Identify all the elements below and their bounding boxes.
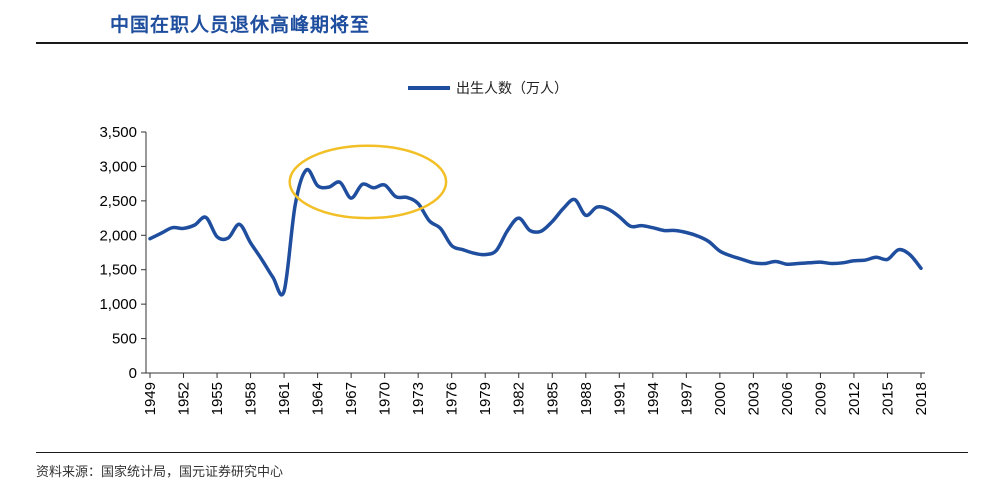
page-title: 中国在职人员退休高峰期将至 xyxy=(110,14,371,36)
y-tick-label: 3,000 xyxy=(99,158,137,175)
x-tick-label: 2009 xyxy=(812,382,829,415)
x-tick-label: 1949 xyxy=(142,382,159,415)
x-tick-label: 1970 xyxy=(377,382,394,415)
x-tick-label: 1997 xyxy=(678,382,695,415)
x-tick-label: 1964 xyxy=(310,382,327,415)
source-note: 资料来源：国家统计局，国元证券研究中心 xyxy=(36,465,284,480)
bottom-divider xyxy=(36,452,968,453)
x-tick-label: 1955 xyxy=(209,382,226,415)
x-tick-label: 1967 xyxy=(343,382,360,415)
x-tick-label: 1976 xyxy=(444,382,461,415)
x-tick-label: 2006 xyxy=(779,382,796,415)
x-tick-label: 2012 xyxy=(846,382,863,415)
x-tick-label: 2015 xyxy=(879,382,896,415)
y-tick-label: 3,500 xyxy=(99,124,137,141)
x-tick-label: 2018 xyxy=(913,382,930,415)
highlight-ellipse xyxy=(288,144,448,220)
x-tick-label: 2000 xyxy=(712,382,729,415)
x-tick-label: 1985 xyxy=(544,382,561,415)
legend: 出生人数（万人） xyxy=(408,81,568,97)
x-tick-label: 2003 xyxy=(745,382,762,415)
x-axis: 1949 1952 1955 1958 1961 1964 1967 1970 1973 1976… xyxy=(142,372,930,415)
y-tick-label: 2,500 xyxy=(99,193,137,210)
y-tick-label: 1,500 xyxy=(99,262,137,279)
x-tick-label: 1952 xyxy=(176,382,193,415)
y-tick-label: 500 xyxy=(112,331,137,348)
x-tick-label: 1988 xyxy=(578,382,595,415)
x-tick-label: 1991 xyxy=(611,382,628,415)
legend-label: 出生人数（万人） xyxy=(456,81,568,97)
y-tick-label: 1,000 xyxy=(99,296,137,313)
y-tick-label: 2,000 xyxy=(99,227,137,244)
x-tick-label: 1982 xyxy=(511,382,528,415)
x-tick-label: 1994 xyxy=(645,382,662,415)
x-tick-label: 1961 xyxy=(276,382,293,415)
x-tick-label: 1958 xyxy=(243,382,260,415)
x-tick-label: 1979 xyxy=(477,382,494,415)
plot-area xyxy=(148,144,923,297)
y-tick-label: 0 xyxy=(129,365,137,382)
x-tick-label: 1973 xyxy=(410,382,427,415)
top-divider xyxy=(36,42,968,44)
series-line-births xyxy=(148,167,923,297)
y-axis: 0 500 1,000 1,500 2,000 2,500 3,000 3,500 xyxy=(99,124,147,382)
